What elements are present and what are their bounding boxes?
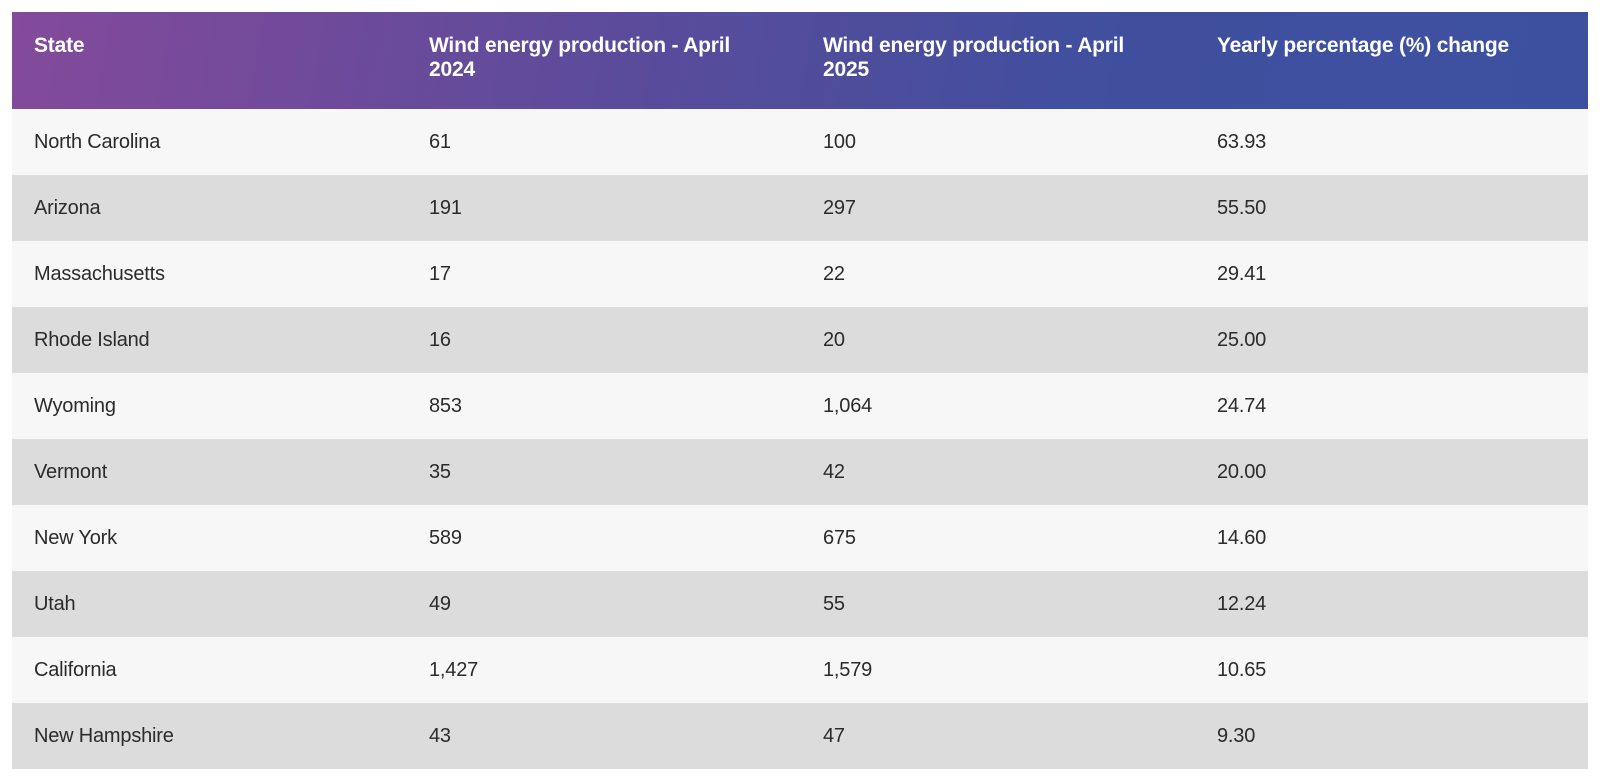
cell-state: Arizona [34,196,101,219]
cell-april-2025: 1,579 [823,658,873,681]
cell-yearly-change: 14.60 [1217,526,1267,549]
cell-april-2024: 853 [429,394,462,417]
cell-yearly-change: 10.65 [1217,658,1267,681]
table-row: Utah 49 55 12.24 [12,571,1588,637]
column-header-yearly-change: Yearly percentage (%) change [1217,34,1510,57]
cell-april-2024: 17 [429,262,451,285]
cell-state: Wyoming [34,394,116,417]
table-row: California 1,427 1,579 10.65 [12,637,1588,703]
cell-yearly-change: 9.30 [1217,724,1256,747]
table-header: State Wind energy production - April 202… [12,12,1588,109]
wind-energy-table: State Wind energy production - April 202… [12,12,1588,769]
cell-yearly-change: 55.50 [1217,196,1267,219]
cell-april-2024: 191 [429,196,462,219]
cell-state: Massachusetts [34,262,165,285]
cell-yearly-change: 29.41 [1217,262,1267,285]
table-row: Massachusetts 17 22 29.41 [12,241,1588,307]
table-row: New Hampshire 43 47 9.30 [12,703,1588,769]
cell-state: California [34,658,117,681]
cell-april-2024: 1,427 [429,658,479,681]
table-row: New York 589 675 14.60 [12,505,1588,571]
cell-april-2024: 43 [429,724,451,747]
cell-april-2024: 16 [429,328,451,351]
cell-yearly-change: 20.00 [1217,460,1267,483]
cell-yearly-change: 12.24 [1217,592,1267,615]
cell-april-2025: 55 [823,592,845,615]
cell-april-2025: 1,064 [823,394,873,417]
data-table-container: State Wind energy production - April 202… [12,12,1588,769]
header-row: State Wind energy production - April 202… [12,12,1588,109]
cell-state: Rhode Island [34,328,150,351]
cell-state: New York [34,526,117,549]
cell-april-2024: 589 [429,526,462,549]
cell-state: New Hampshire [34,724,174,747]
column-header-april-2025: Wind energy production - April 2025 [823,34,1125,81]
cell-april-2025: 22 [823,262,845,285]
cell-april-2025: 100 [823,130,856,153]
column-header-state: State [34,34,85,57]
cell-yearly-change: 24.74 [1217,394,1267,417]
table-row: Arizona 191 297 55.50 [12,175,1588,241]
table-row: Vermont 35 42 20.00 [12,439,1588,505]
cell-april-2025: 20 [823,328,845,351]
table-body: North Carolina 61 100 63.93 Arizona 191 297 55.… [12,109,1588,769]
cell-april-2025: 42 [823,460,845,483]
cell-april-2024: 61 [429,130,451,153]
table-row: Rhode Island 16 20 25.00 [12,307,1588,373]
table-row: Wyoming 853 1,064 24.74 [12,373,1588,439]
table-row: North Carolina 61 100 63.93 [12,109,1588,175]
cell-state: Utah [34,592,76,615]
cell-april-2024: 35 [429,460,451,483]
column-header-april-2024: Wind energy production - April 2024 [429,34,731,81]
cell-april-2025: 47 [823,724,845,747]
cell-april-2024: 49 [429,592,451,615]
cell-april-2025: 297 [823,196,856,219]
cell-state: North Carolina [34,130,161,153]
cell-state: Vermont [34,460,108,483]
cell-april-2025: 675 [823,526,856,549]
cell-yearly-change: 25.00 [1217,328,1267,351]
cell-yearly-change: 63.93 [1217,130,1267,153]
